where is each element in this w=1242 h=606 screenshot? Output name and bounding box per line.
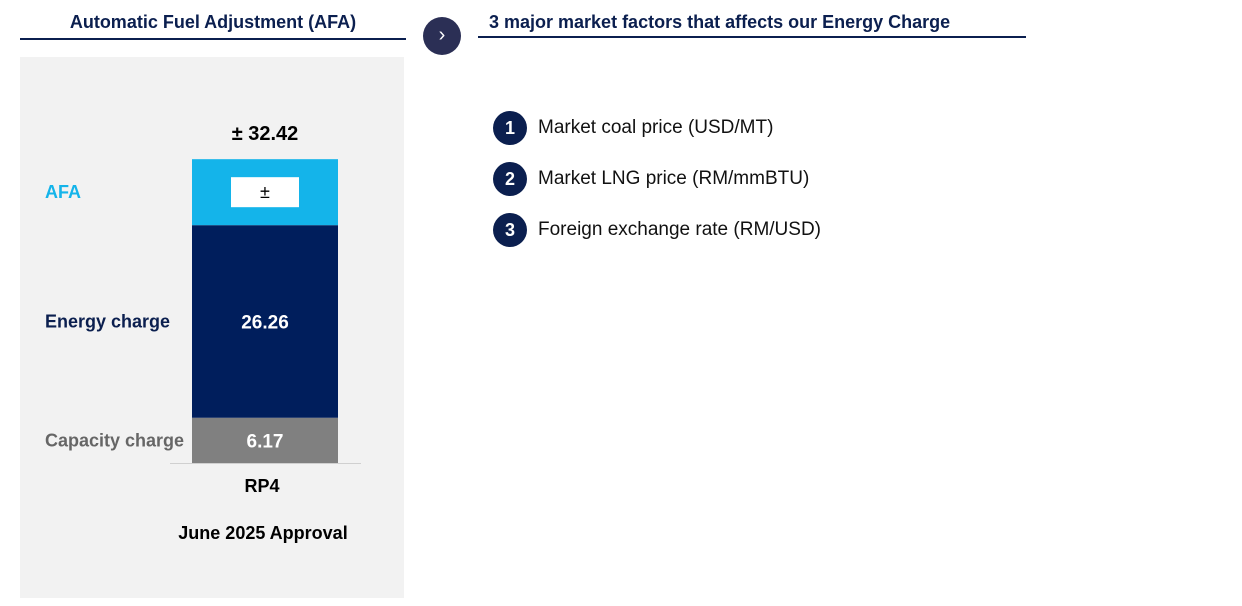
factor-item-3: 3 Foreign exchange rate (RM/USD) [493, 213, 821, 247]
factor-item-2: 2 Market LNG price (RM/mmBTU) [493, 162, 821, 196]
chart-panel: 6.17 Capacity charge 26.26 Energy charge ± AF… [20, 57, 404, 598]
total-label: ± 32.42 [232, 123, 299, 145]
afa-value-box [231, 177, 299, 208]
series-label-afa: AFA [45, 182, 81, 202]
x-tick-label: RP4 [244, 476, 279, 496]
factor-label: Foreign exchange rate (RM/USD) [538, 219, 821, 240]
factor-label: Market LNG price (RM/mmBTU) [538, 168, 810, 189]
chevron-right-icon: › [438, 24, 446, 46]
data-label-capacity: 6.17 [247, 431, 284, 452]
factor-item-1: 1 Market coal price (USD/MT) [493, 111, 821, 145]
series-label-capacity: Capacity charge [45, 430, 184, 450]
factor-label: Market coal price (USD/MT) [538, 117, 774, 138]
factor-number-badge: 1 [493, 111, 527, 145]
factor-number-badge: 2 [493, 162, 527, 196]
data-label-afa: ± [260, 182, 270, 202]
stacked-bar-chart: 6.17 Capacity charge 26.26 Energy charge ± AF… [45, 123, 361, 543]
factor-list: 1 Market coal price (USD/MT) 2 Market LN… [493, 111, 821, 264]
market-factors-title: 3 major market factors that affects our … [478, 10, 1026, 38]
data-label-energy: 26.26 [241, 312, 289, 333]
next-arrow-button[interactable]: › [423, 17, 461, 55]
series-label-energy: Energy charge [45, 311, 170, 331]
bar-segment-energy [192, 225, 338, 418]
afa-section-title: Automatic Fuel Adjustment (AFA) [20, 10, 406, 40]
factor-number-badge: 3 [493, 213, 527, 247]
bar-segment-capacity [192, 417, 338, 463]
x-axis-label: June 2025 Approval [178, 523, 347, 543]
